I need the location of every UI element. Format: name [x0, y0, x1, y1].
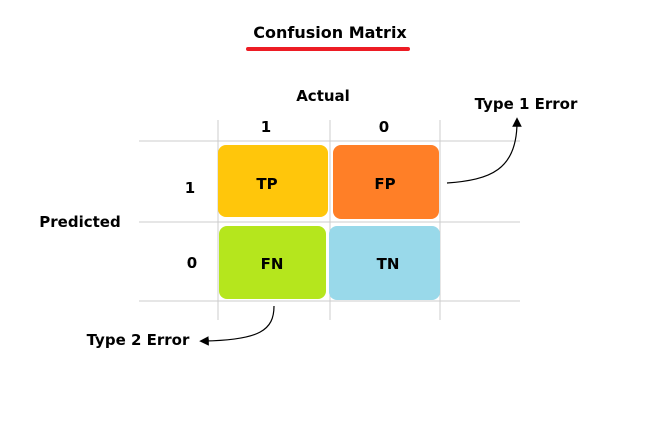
cell-fp: [333, 145, 439, 219]
cell-tp: [218, 145, 328, 217]
cell-fn: [219, 226, 326, 299]
predicted-value-0: 0: [187, 254, 197, 272]
type2-arrow: [199, 305, 275, 346]
diagram-title: Confusion Matrix: [253, 23, 407, 42]
actual-value-0: 0: [379, 118, 389, 136]
cell-fp-label: FP: [374, 175, 395, 193]
predicted-axis-label: Predicted: [39, 213, 120, 231]
type1-arrow: [446, 117, 522, 184]
actual-value-1: 1: [261, 118, 271, 136]
cell-tn-label: TN: [377, 255, 400, 273]
predicted-value-1: 1: [185, 179, 195, 197]
actual-axis-label: Actual: [296, 87, 350, 105]
cell-tn: [329, 226, 440, 300]
type2-error-label: Type 2 Error: [87, 331, 190, 349]
cell-fn-label: FN: [261, 255, 284, 273]
cell-tp-label: TP: [256, 175, 277, 193]
type1-error-label: Type 1 Error: [475, 95, 578, 113]
